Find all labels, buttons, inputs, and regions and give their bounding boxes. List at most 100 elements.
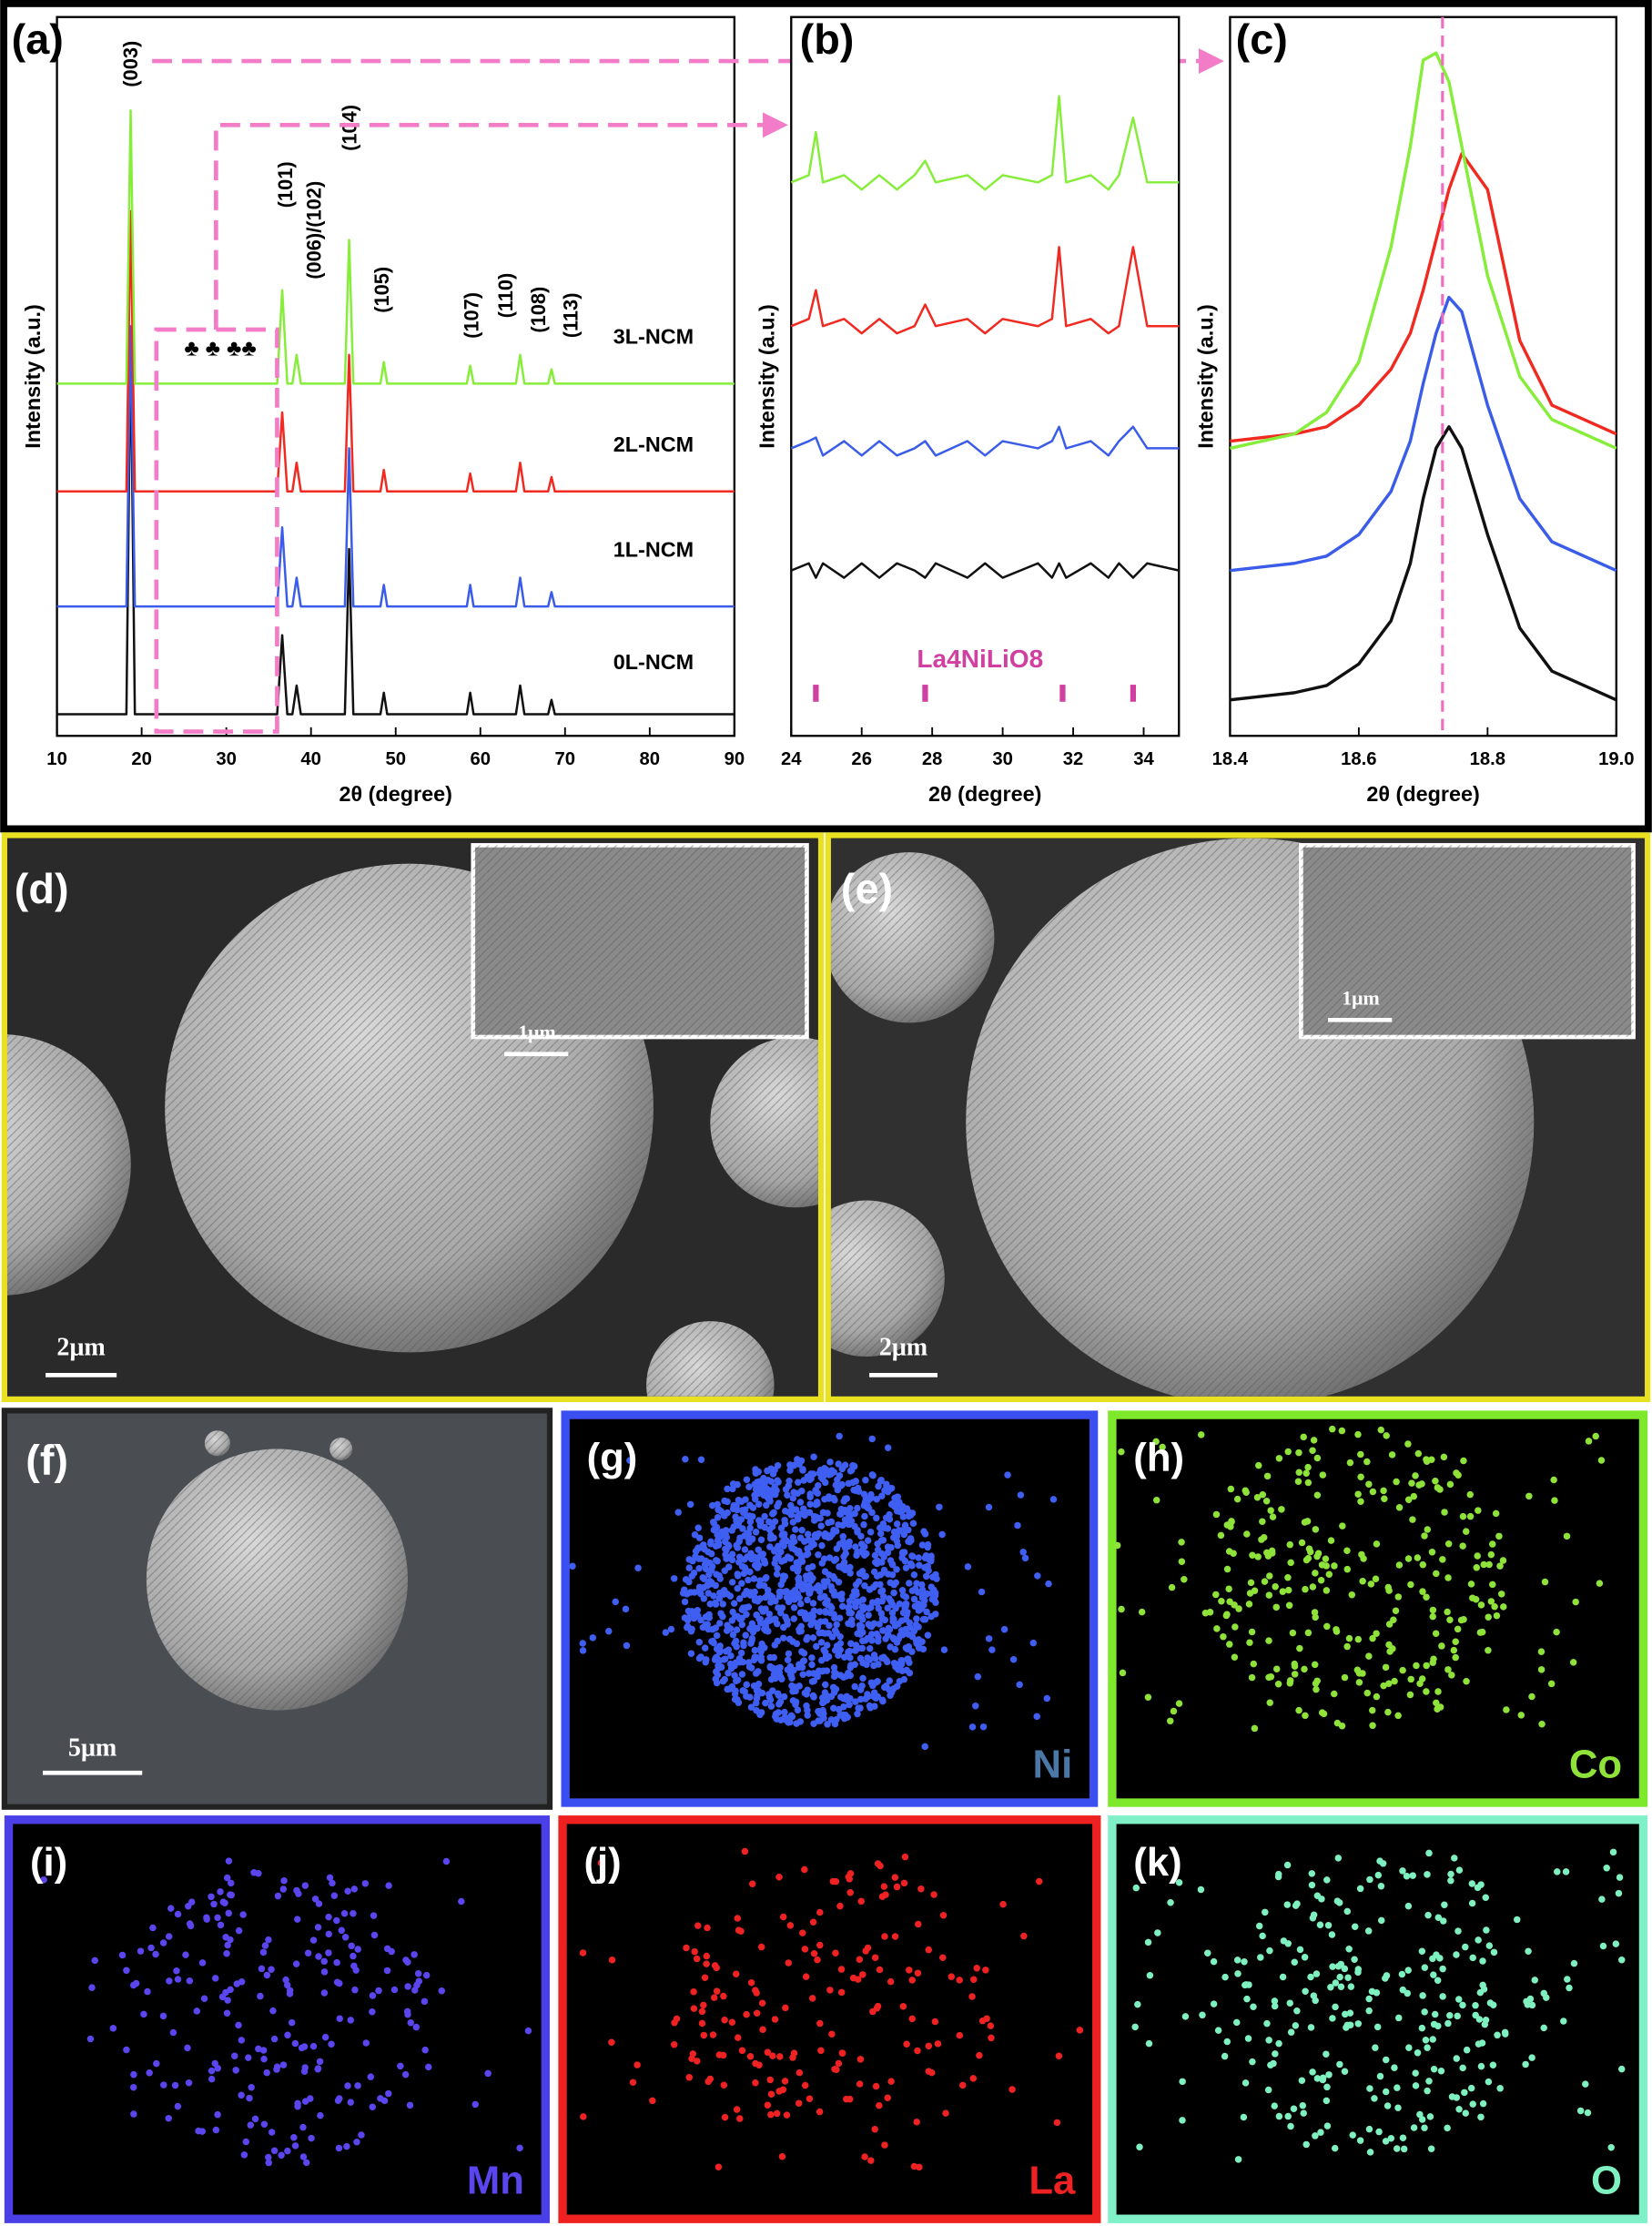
eds-dot <box>695 1654 704 1662</box>
eds-dot <box>729 1485 736 1493</box>
eds-dot <box>1323 1622 1331 1631</box>
eds-dot <box>1004 1471 1011 1479</box>
eds-dot <box>1175 1878 1183 1886</box>
eds-dot <box>823 1531 830 1539</box>
eds-dot <box>1339 1522 1346 1530</box>
eds-dot <box>829 1572 837 1581</box>
eds-dot <box>755 1546 762 1554</box>
eds-dot <box>1295 1469 1302 1477</box>
eds-dot <box>893 1566 900 1573</box>
eds-dot <box>839 1533 846 1540</box>
eds-dot <box>799 1505 807 1512</box>
eds-dot <box>793 1720 800 1727</box>
eds-dot <box>790 1489 797 1496</box>
eds-dot <box>825 1630 833 1637</box>
eds-dot <box>710 1526 718 1534</box>
eds-dot <box>1485 1647 1492 1654</box>
eds-dot <box>837 1988 846 1997</box>
eds-dot <box>1490 1948 1498 1957</box>
eds-dot <box>347 2017 355 2024</box>
eds-dot <box>908 1632 917 1641</box>
particle-texture <box>204 1430 230 1457</box>
eds-dot <box>765 1611 773 1618</box>
eds-dot <box>877 1478 885 1485</box>
eds-dot <box>1363 1458 1371 1466</box>
eds-dot <box>415 1977 423 1985</box>
eds-dot <box>930 1595 937 1603</box>
eds-dot <box>776 1663 784 1672</box>
eds-dot <box>1366 2149 1374 2156</box>
eds-dot <box>799 1671 806 1679</box>
panel-label: (h) <box>1133 1436 1184 1480</box>
eds-dot <box>174 1976 182 1983</box>
eds-dot <box>925 2042 933 2050</box>
eds-dot <box>1566 1984 1573 1992</box>
eds-dot <box>1231 1653 1239 1661</box>
particle-texture <box>830 1200 945 1357</box>
eds-dot <box>832 1528 840 1535</box>
eds-dot <box>902 1625 909 1633</box>
eds-dot <box>1455 1866 1464 1874</box>
eds-dot <box>1323 1876 1331 1884</box>
eds-dot <box>421 2046 429 2054</box>
eds-dot <box>1302 2140 1310 2149</box>
eds-dot <box>798 1554 806 1561</box>
eds-dot <box>1240 2113 1248 2121</box>
eds-dot <box>1136 2143 1143 2150</box>
eds-dot <box>714 1531 721 1539</box>
eds-dot <box>1483 1926 1490 1934</box>
scale-label: 2μm <box>56 1334 105 1362</box>
eds-dot <box>238 1978 246 1986</box>
eds-dot <box>1489 1540 1496 1548</box>
element-label: Ni <box>1033 1743 1073 1787</box>
eds-dot <box>185 1903 192 1910</box>
eds-dot <box>739 1604 747 1611</box>
eds-dot <box>816 1469 824 1477</box>
eds-dot <box>872 1679 880 1686</box>
eds-dot <box>738 1671 746 1678</box>
eds-dot <box>1226 1641 1233 1648</box>
eds-dot <box>855 1704 862 1712</box>
eds-dot <box>908 1977 916 1984</box>
eds-dot <box>1045 1580 1052 1588</box>
eds-dot <box>1541 1578 1549 1586</box>
eds-dot <box>1221 1973 1229 1981</box>
eds-dot <box>899 2003 907 2010</box>
eds-dot <box>843 1495 851 1502</box>
eds-dot <box>1329 1963 1336 1970</box>
eds-dot <box>1421 1964 1429 1971</box>
eds-dot <box>785 1650 793 1658</box>
eds-dot <box>725 1669 732 1677</box>
eds-dot <box>1263 2019 1271 2028</box>
eds-dot <box>1268 1547 1276 1555</box>
eds-dot <box>333 1916 340 1925</box>
eds-dot <box>806 1543 815 1550</box>
eds-dot <box>259 1948 268 1957</box>
eds-dot <box>1214 2027 1222 2034</box>
eds-dot <box>1290 2105 1298 2113</box>
eds-dot <box>1259 1932 1266 1940</box>
eds-dot <box>790 1604 798 1611</box>
eds-dot <box>1562 1868 1570 1875</box>
eds-dot <box>1392 1607 1400 1614</box>
x-tick-label: 32 <box>1063 749 1084 769</box>
eds-dot <box>752 1670 760 1677</box>
eds-dot <box>789 2054 796 2061</box>
eds-dot <box>1134 2000 1141 2008</box>
eds-dot <box>854 1529 861 1536</box>
eds-dot <box>917 1885 925 1893</box>
eds-dot <box>1313 1454 1322 1462</box>
eds-dot <box>1212 1510 1221 1519</box>
eds-dot <box>263 1971 271 1979</box>
eds-dot <box>662 1629 670 1636</box>
eds-dot <box>223 1949 230 1957</box>
eds-dot <box>1434 2022 1442 2030</box>
eds-dot <box>733 2106 741 2113</box>
eds-dot <box>1359 1578 1366 1585</box>
eds-dot <box>422 1971 431 1979</box>
eds-dot <box>890 1684 897 1692</box>
eds-dot <box>1020 1932 1028 1940</box>
eds-dot <box>330 1892 339 1899</box>
eds-dot <box>734 1570 742 1578</box>
eds-dot <box>878 1492 886 1499</box>
